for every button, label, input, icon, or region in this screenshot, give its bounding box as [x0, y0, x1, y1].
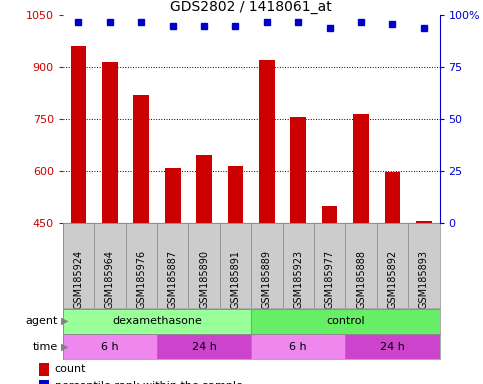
Bar [227, 166, 243, 223]
Bar [345, 334, 440, 359]
Bar [39, 379, 49, 384]
Bar [290, 117, 306, 223]
Text: 24 h: 24 h [192, 342, 216, 352]
Bar [384, 172, 400, 223]
Text: control: control [326, 316, 365, 326]
Bar [63, 309, 251, 334]
Bar [353, 114, 369, 223]
Bar [63, 223, 94, 308]
Bar [157, 334, 251, 359]
Text: count: count [55, 364, 86, 374]
Bar [408, 223, 440, 308]
Bar [39, 363, 49, 376]
Bar [377, 223, 408, 308]
Text: time: time [33, 342, 58, 352]
Bar [157, 223, 188, 308]
Text: ▶: ▶ [61, 316, 69, 326]
Bar [196, 155, 212, 223]
Bar [283, 223, 314, 308]
Bar [251, 223, 283, 308]
Text: agent: agent [26, 316, 58, 326]
Text: dexamethasone: dexamethasone [112, 316, 202, 326]
Bar [71, 46, 86, 223]
Text: 6 h: 6 h [289, 342, 307, 352]
Bar [416, 221, 432, 223]
Bar [63, 334, 157, 359]
Bar [133, 95, 149, 223]
Title: GDS2802 / 1418061_at: GDS2802 / 1418061_at [170, 0, 332, 14]
Text: percentile rank within the sample: percentile rank within the sample [55, 381, 242, 384]
Bar [102, 62, 118, 223]
Bar [165, 169, 181, 223]
Text: ▶: ▶ [61, 342, 69, 352]
Bar [94, 223, 126, 308]
Bar [251, 334, 345, 359]
Text: 24 h: 24 h [380, 342, 405, 352]
Bar [259, 60, 275, 223]
Bar [314, 223, 345, 308]
Text: 6 h: 6 h [101, 342, 119, 352]
Bar [126, 223, 157, 308]
Bar [322, 207, 338, 223]
Bar [188, 223, 220, 308]
Bar [251, 309, 440, 334]
Bar [220, 223, 251, 308]
Bar [345, 223, 377, 308]
